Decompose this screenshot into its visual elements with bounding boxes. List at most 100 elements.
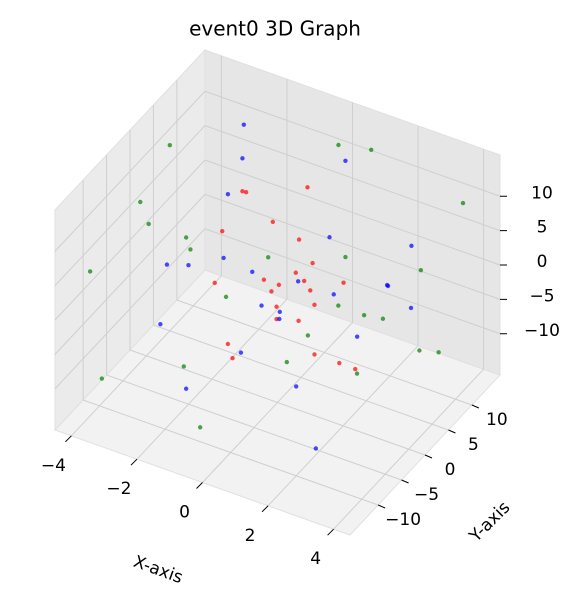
z-tick-label: −10: [524, 321, 560, 341]
point: [313, 446, 319, 451]
point: [284, 359, 290, 365]
y-tick-label: 10: [486, 410, 508, 430]
point: [409, 243, 414, 248]
x-tick-label: −2: [106, 479, 131, 499]
grid-line: [82, 399, 379, 506]
point: [241, 122, 247, 127]
x-tick-label: 4: [310, 549, 321, 569]
point: [261, 277, 267, 282]
point: [296, 318, 301, 324]
grid-line: [54, 125, 206, 286]
grid-line: [54, 228, 206, 390]
grid-line: [54, 90, 206, 252]
point: [238, 350, 244, 355]
y-tick-label: 0: [445, 460, 456, 480]
point: [353, 366, 358, 372]
tick-mark: [401, 479, 409, 484]
tick-mark: [327, 528, 334, 536]
x-tick-label: −4: [41, 456, 66, 476]
point: [277, 309, 282, 315]
grid-line: [54, 159, 206, 321]
grid-line: [204, 125, 501, 232]
point: [310, 260, 315, 266]
point: [99, 376, 105, 381]
z-tick-label: −5: [529, 286, 554, 306]
z-tick-label: 0: [537, 252, 548, 272]
point: [341, 280, 346, 285]
point: [167, 143, 173, 148]
point: [417, 348, 422, 353]
point: [274, 304, 279, 309]
tick-mark: [130, 458, 138, 466]
point: [221, 255, 226, 261]
grid-line: [204, 193, 501, 300]
point: [276, 282, 282, 288]
point: [418, 267, 424, 273]
point: [230, 355, 235, 361]
z-tick-label: 5: [537, 218, 548, 238]
grid-line: [176, 299, 473, 406]
tick-mark: [448, 429, 456, 434]
x-axis-label: X-axis: [131, 552, 186, 588]
point: [380, 316, 386, 321]
grid-line: [204, 90, 501, 197]
point: [369, 147, 374, 152]
grid-line: [106, 374, 402, 481]
point: [270, 219, 276, 225]
grid-line: [129, 349, 426, 456]
point: [331, 292, 336, 297]
point: [265, 255, 271, 260]
grid-line: [204, 159, 501, 266]
tick-mark: [196, 482, 203, 489]
point: [460, 200, 466, 206]
point: [212, 280, 217, 286]
point: [336, 142, 341, 148]
tick-mark: [424, 454, 433, 459]
point: [240, 189, 245, 194]
y-axis-label: Y-axis: [465, 498, 514, 547]
y-tick-label: −5: [414, 485, 439, 505]
point: [138, 199, 143, 205]
grid-line: [153, 324, 449, 431]
point: [436, 350, 441, 355]
point: [354, 371, 360, 376]
tick-mark: [471, 404, 480, 409]
point: [243, 189, 249, 195]
point: [181, 364, 186, 369]
point: [337, 360, 342, 366]
point: [336, 303, 341, 308]
point: [225, 192, 231, 197]
point: [277, 316, 282, 322]
point: [293, 270, 298, 275]
point: [361, 313, 367, 318]
point: [327, 235, 332, 240]
point: [408, 305, 414, 311]
chart-title: event0 3D Graph: [189, 17, 361, 41]
point: [158, 321, 163, 327]
point: [164, 262, 170, 267]
point: [188, 247, 193, 252]
point: [296, 237, 302, 242]
x-tick-label: 2: [245, 526, 256, 546]
grid-line: [204, 228, 501, 335]
x-tick-label: 0: [179, 503, 190, 523]
point: [343, 254, 348, 260]
point: [269, 289, 274, 294]
point: [301, 278, 307, 284]
tick-mark: [377, 504, 386, 509]
y-tick-label: −10: [385, 510, 421, 530]
y-tick-label: 5: [468, 435, 479, 455]
point: [183, 386, 189, 391]
point: [305, 333, 311, 338]
point: [220, 228, 225, 234]
point: [343, 158, 348, 164]
point: [87, 269, 93, 274]
point: [293, 384, 299, 389]
z-tick-label: 10: [531, 183, 553, 203]
tick-mark: [65, 435, 72, 443]
point: [308, 288, 313, 293]
point: [183, 235, 189, 240]
point: [186, 263, 191, 268]
grid-line: [54, 194, 206, 355]
